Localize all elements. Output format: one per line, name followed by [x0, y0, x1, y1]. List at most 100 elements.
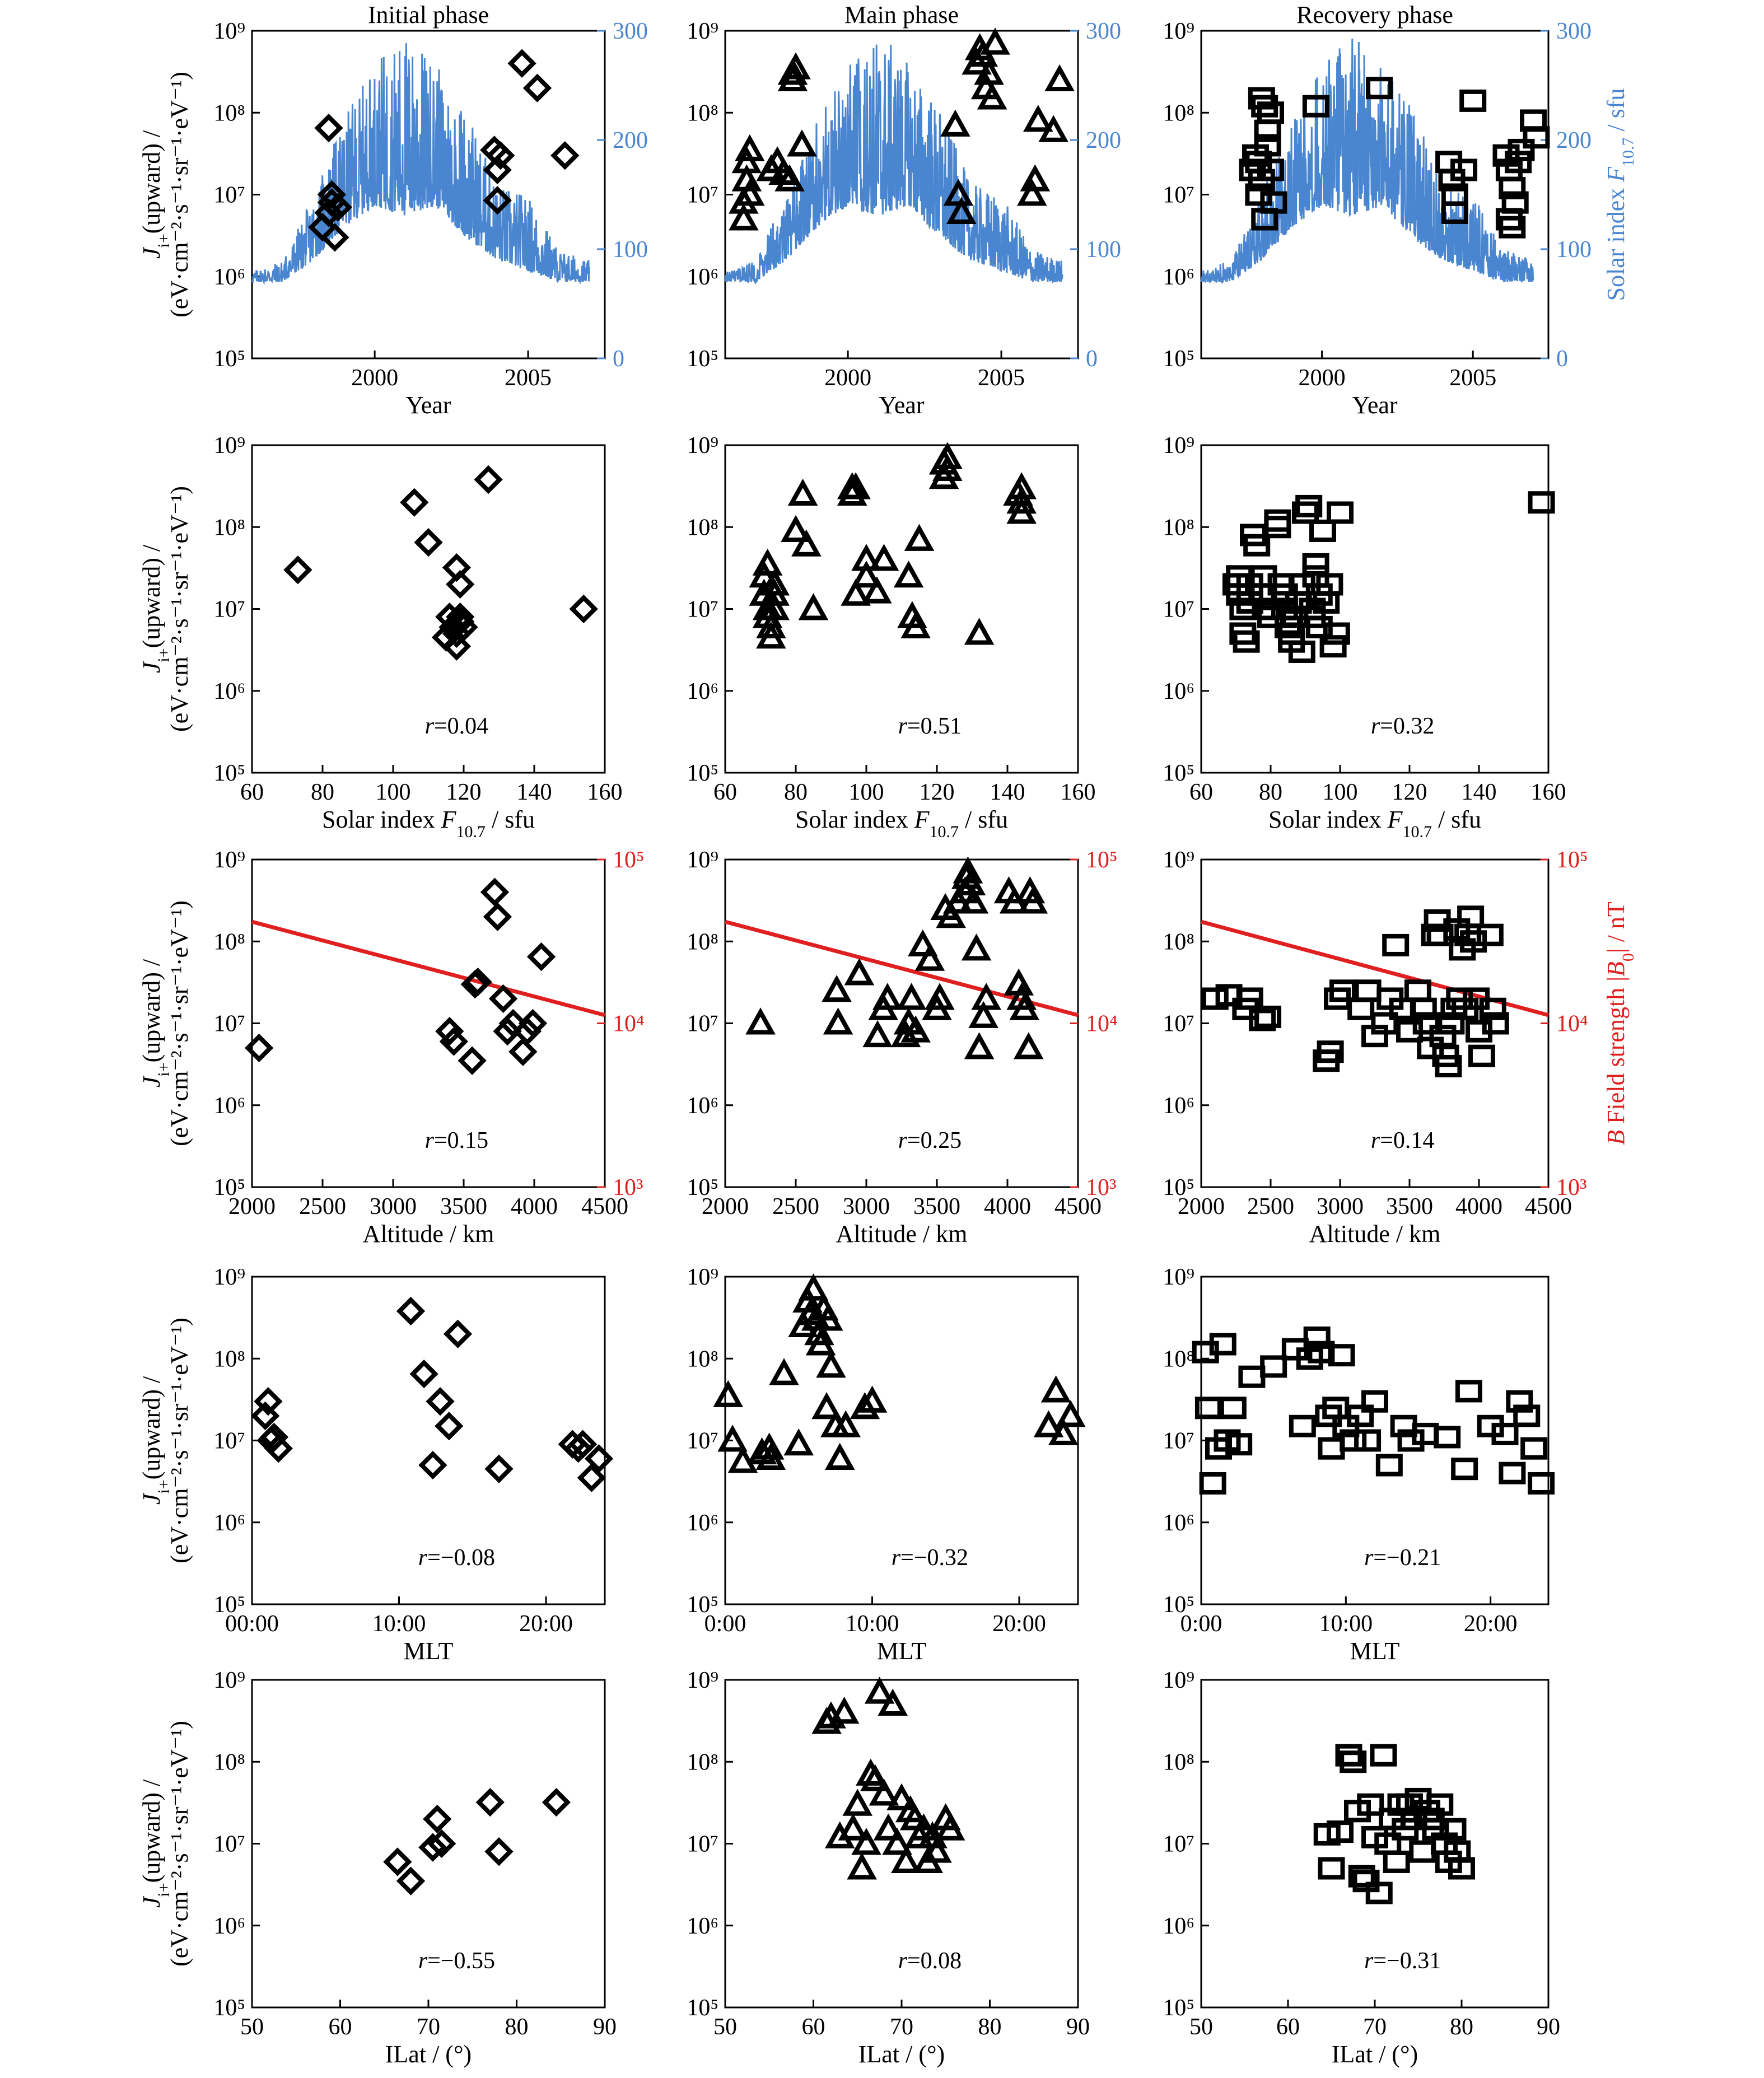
y-tick-label: 10⁹ [213, 433, 245, 459]
y-tick-label: 10⁹ [213, 1264, 245, 1290]
triangle-marker [756, 611, 786, 638]
square-marker [1318, 1437, 1345, 1460]
correlation-label: r=−0.32 [892, 1545, 968, 1571]
square-marker [1523, 126, 1550, 149]
y-tick-label: 10⁸ [213, 1749, 245, 1775]
y-axis-units: (eV·cm⁻²·s⁻¹·sr⁻¹·eV⁻¹) [166, 1721, 193, 1967]
diamond-marker [414, 527, 443, 557]
square-marker [1459, 89, 1487, 112]
solar-tick-label: 200 [1556, 128, 1592, 153]
solar-tick-label: 100 [613, 237, 648, 263]
triangle-marker [971, 983, 1001, 1010]
triangle-marker [735, 179, 765, 206]
y-tick-label: 10⁵ [213, 1592, 245, 1618]
y-tick-label: 10⁷ [687, 597, 718, 623]
diamond-marker [418, 1450, 447, 1480]
y-tick-label: 10⁵ [213, 760, 245, 786]
diamond-marker [512, 1017, 542, 1046]
diamond-marker [526, 942, 556, 972]
triangle-marker [829, 1696, 860, 1724]
diamond-marker [493, 1017, 522, 1046]
diamond-marker [542, 1787, 571, 1817]
panel-main-mlt: 10⁵ 10⁶ 10⁷ 10⁸ 10⁹ 0:00 10:00 20:00 MLT r=−0.32 [687, 1264, 1086, 1665]
triangle-marker [873, 1813, 904, 1841]
square-marker [1335, 1744, 1362, 1767]
x-axis-title: MLT [1350, 1637, 1400, 1665]
x-tick-label: 2500 [772, 1194, 819, 1220]
y-tick-label: 10⁵ [687, 760, 718, 786]
diamond-marker [426, 1387, 455, 1416]
triangle-marker [882, 1828, 912, 1855]
x-tick-label: 10:00 [1319, 1611, 1373, 1637]
y-tick-label: 10⁷ [213, 1832, 245, 1857]
correlation-label: r=−0.21 [1364, 1545, 1441, 1571]
y-axis-title: Ji+(upward) / [138, 1376, 173, 1505]
y-tick-label: 10⁹ [687, 433, 718, 459]
triangle-marker [891, 1846, 921, 1873]
triangle-marker [752, 548, 783, 576]
triangle-marker [857, 1385, 888, 1413]
square-marker [1328, 1344, 1355, 1367]
square-marker [1499, 216, 1526, 239]
square-marker [1302, 95, 1329, 118]
diamond-marker [522, 73, 552, 102]
triangle-marker [1015, 876, 1046, 904]
y-tick-label: 10⁷ [213, 1011, 245, 1037]
x-tick-label: 70 [890, 2014, 913, 2040]
y-tick-label: 10⁷ [687, 1832, 718, 1857]
square-marker [1410, 997, 1437, 1020]
diamond-marker [508, 1037, 538, 1066]
triangle-marker [841, 472, 871, 499]
panel-initial-mlt: 10⁵ 10⁶ 10⁷ 10⁸ 10⁹ 00:00 10:00 20:00 MLT Ji+(upw… [138, 1264, 614, 1665]
square-marker [1365, 1881, 1393, 1904]
y-tick-label: 10⁹ [1163, 847, 1194, 873]
y-tick-label: 10⁵ [687, 1175, 718, 1201]
y-tick-label: 10⁶ [213, 1913, 245, 1939]
y-tick-label: 10⁹ [687, 847, 718, 873]
diamond-marker [475, 1787, 505, 1817]
triangle-marker [1023, 105, 1053, 132]
triangle-marker [754, 1432, 785, 1460]
correlation-label: r=0.14 [1371, 1128, 1435, 1154]
y-tick-label: 10⁸ [687, 1346, 718, 1372]
solar-tick-label: 0 [613, 346, 624, 372]
square-marker [1354, 1429, 1382, 1452]
triangle-marker [847, 1852, 877, 1880]
square-marker [1209, 1333, 1236, 1356]
x-tick-label: 60 [329, 2014, 352, 2040]
diamond-marker [577, 1463, 606, 1492]
square-marker [1451, 1458, 1478, 1481]
triangle-marker [961, 933, 992, 961]
x-tick-label: 90 [1066, 2014, 1090, 2040]
square-marker [1404, 979, 1431, 1002]
square-marker [1528, 491, 1555, 514]
correlation-label: r=0.51 [898, 713, 962, 739]
x-tick-label: 0:00 [704, 1611, 746, 1637]
y-tick-label: 10⁸ [213, 100, 245, 126]
triangle-marker [713, 1380, 744, 1407]
triangle-marker [900, 1015, 931, 1043]
y-tick-label: 10⁶ [1163, 1913, 1194, 1939]
triangle-marker [1038, 115, 1068, 142]
square-marker [1340, 1750, 1367, 1773]
solar-tick-label: 200 [613, 128, 648, 153]
y-tick-label: 10⁸ [1163, 1749, 1194, 1775]
square-marker [1383, 1850, 1410, 1873]
x-tick-label: 100 [849, 779, 884, 805]
bfield-tick-label: 10⁵ [613, 847, 645, 873]
triangle-marker [964, 618, 995, 645]
y-tick-label: 10⁷ [1163, 1832, 1194, 1857]
square-marker [1434, 1426, 1461, 1449]
x-tick-label: 140 [517, 779, 552, 805]
y-tick-label: 10⁶ [213, 1510, 245, 1536]
square-marker [1506, 1390, 1533, 1413]
x-tick-label: 3500 [1386, 1194, 1433, 1220]
y-tick-label: 10⁹ [687, 18, 718, 44]
square-marker [1251, 95, 1278, 118]
y-tick-label: 10⁵ [1163, 1995, 1194, 2021]
square-marker [1499, 1461, 1526, 1484]
panel-initial-alt: 10⁵ 10⁶ 10⁷ 10⁸ 10⁹ 2000 2500 3000 3500 4000 4500 A… [138, 847, 645, 1248]
triangle-marker [958, 886, 989, 914]
b-field-line [251, 919, 605, 1017]
square-marker [1482, 1012, 1509, 1035]
